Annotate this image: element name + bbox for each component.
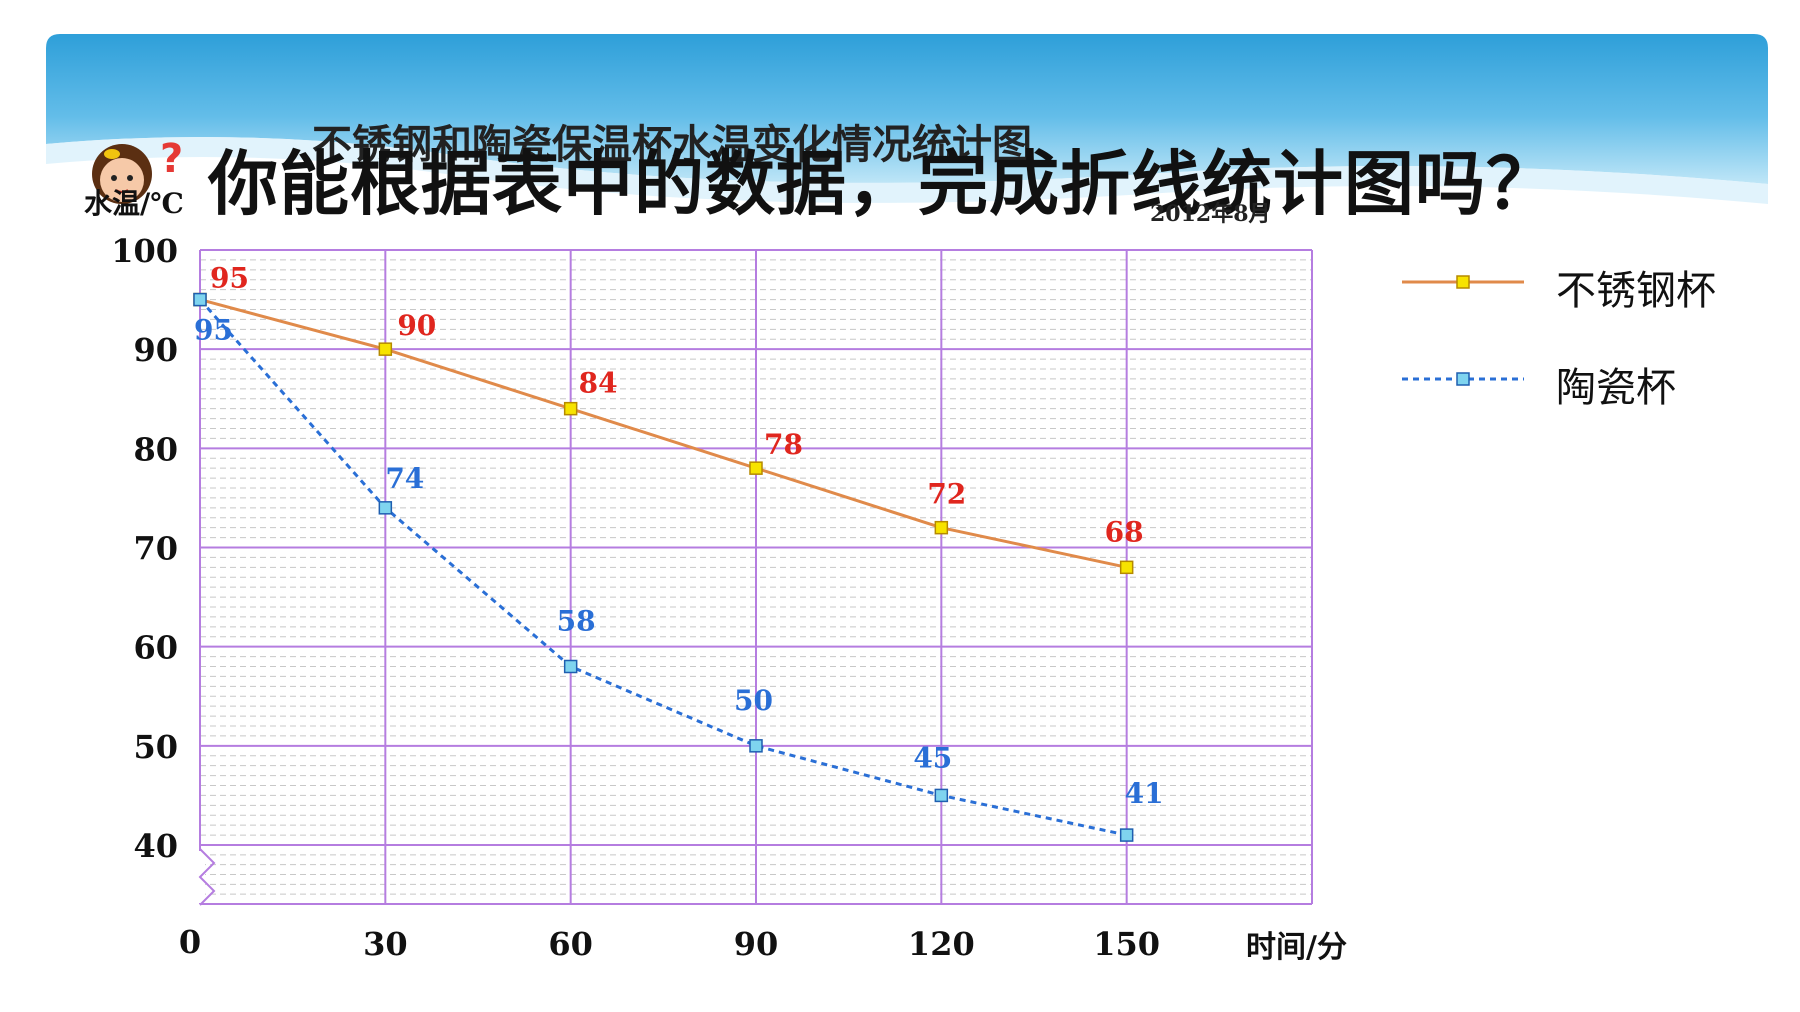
y-tick-label: 80 <box>133 430 178 468</box>
legend-label-series-a: 不锈钢杯 <box>1556 268 1716 314</box>
chart-title: 不锈钢和陶瓷保温杯水温变化情况统计图 <box>312 121 1032 168</box>
x-tick-label: 30 <box>363 925 408 963</box>
series-line-b <box>198 298 1127 837</box>
x-tick-label: 90 <box>734 925 779 963</box>
y-tick-label: 100 <box>111 232 178 270</box>
data-label: 84 <box>579 367 618 400</box>
axis-break-icon <box>197 848 216 906</box>
x-tick-label: 150 <box>1093 925 1160 963</box>
data-point-marker <box>749 739 763 753</box>
svg-text:?: ? <box>160 136 183 182</box>
data-label: 78 <box>764 428 803 461</box>
data-point-marker <box>1119 560 1134 575</box>
y-tick-label: 70 <box>133 530 178 568</box>
series-line-a <box>199 298 1127 569</box>
data-labels: 95 90 84 78 72 68 95 74 58 50 45 41 <box>194 262 1164 810</box>
data-point-marker <box>378 342 393 356</box>
data-label: 41 <box>1125 777 1164 810</box>
data-label: 95 <box>210 262 249 295</box>
y-tick-labels: 40 50 60 70 80 90 100 <box>111 232 178 865</box>
data-point-marker <box>749 461 763 475</box>
y-tick-label: 50 <box>133 728 178 766</box>
page-question: 你能根据表中的数据，完成折线统计图吗？ <box>208 143 1557 225</box>
data-point-marker <box>193 292 207 307</box>
data-label: 74 <box>385 462 424 495</box>
data-label: 68 <box>1105 515 1144 548</box>
data-point-marker <box>1119 828 1134 842</box>
data-label: 58 <box>557 605 596 638</box>
x-tick-labels: 0 30 60 90 120 150 <box>179 923 1160 963</box>
girl-question-icon: ? <box>92 136 183 204</box>
data-label: 90 <box>397 309 436 342</box>
data-point-marker <box>563 401 578 416</box>
data-point-marker <box>934 520 949 535</box>
y-tick-label: 60 <box>133 629 178 667</box>
x-tick-label: 0 <box>179 923 201 961</box>
chart-subtitle: 2012年8月 <box>1150 201 1271 227</box>
x-axis-label: 时间/分 <box>1246 930 1347 965</box>
data-label: 95 <box>194 314 233 347</box>
data-label: 50 <box>734 684 773 717</box>
x-tick-label: 60 <box>548 925 593 963</box>
y-tick-label: 90 <box>133 331 178 369</box>
legend-marker-b <box>1456 372 1470 386</box>
grid-major <box>199 249 1313 905</box>
data-label: 72 <box>927 478 966 511</box>
legend-label-series-b: 陶瓷杯 <box>1556 365 1676 411</box>
data-label: 45 <box>913 741 952 774</box>
data-point-marker <box>934 788 949 803</box>
legend <box>1402 275 1524 386</box>
data-point-marker <box>378 501 393 515</box>
data-point-marker <box>563 659 578 674</box>
legend-marker-a <box>1456 275 1470 289</box>
header-banner <box>46 34 1768 204</box>
y-axis-label: 水温/℃ <box>84 187 184 220</box>
series-lines <box>198 298 1127 837</box>
axis-break-zigzag <box>198 848 216 906</box>
x-tick-label: 120 <box>908 925 975 963</box>
series-markers <box>193 292 1134 842</box>
y-tick-label: 40 <box>133 827 178 865</box>
